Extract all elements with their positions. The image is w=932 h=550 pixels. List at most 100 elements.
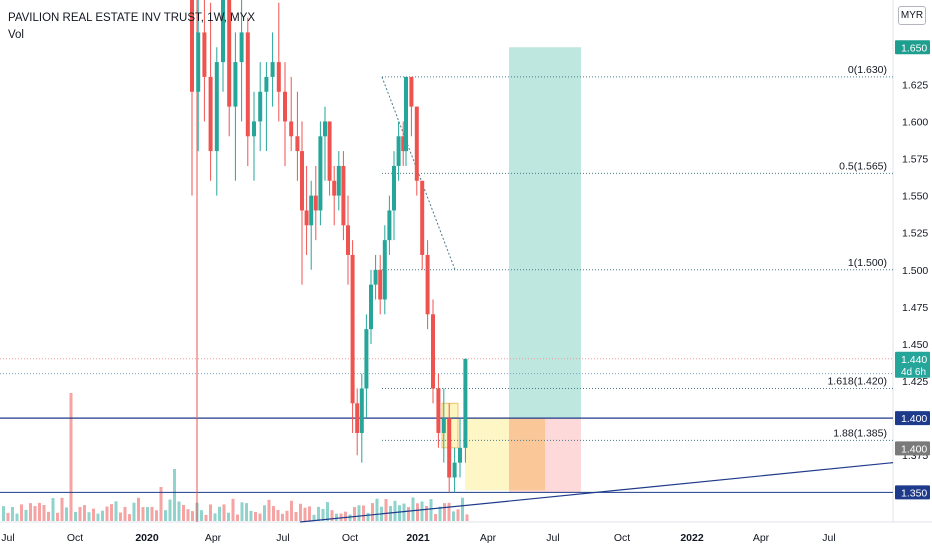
volume-bar (78, 506, 82, 521)
candle-body (289, 121, 294, 137)
candle-body (313, 195, 318, 211)
candle-body (387, 210, 392, 241)
volume-bar (146, 507, 149, 521)
volume-bar (20, 504, 23, 521)
x-axis-tick: Oct (614, 532, 630, 544)
volume-bar (38, 502, 41, 521)
volume-bar (339, 513, 343, 521)
currency-selector[interactable]: MYR (898, 6, 926, 25)
volume-bar (177, 501, 181, 521)
volume-bar (258, 513, 262, 521)
candle-body (414, 106, 419, 181)
volume-bar (384, 499, 388, 521)
volume-bar (47, 511, 50, 521)
countdown-label: 4d 6h (901, 367, 926, 378)
volume-bar (249, 510, 253, 521)
price-tag-label: 1.350 (901, 487, 927, 499)
candle-body (425, 254, 430, 315)
volume-bar (65, 507, 68, 521)
volume-bar (353, 507, 356, 521)
x-axis-tick: Jul (822, 532, 835, 544)
x-axis-tick: 2021 (406, 532, 430, 544)
volume-bar (281, 513, 284, 521)
x-axis-tick: Apr (205, 532, 222, 544)
volume-bar (447, 502, 451, 521)
volume-bar (357, 505, 361, 521)
candle-body (190, 0, 194, 92)
candle-body (346, 225, 350, 255)
candle-body (309, 195, 314, 226)
x-axis-tick: 2022 (680, 532, 704, 544)
candle-body (441, 418, 446, 433)
candle-body (208, 76, 213, 152)
chart-title: PAVILION REAL ESTATE INV TRUST, 1W, MYX (8, 12, 255, 24)
price-tag (895, 40, 930, 55)
volume-bar (6, 512, 10, 521)
candle-body (436, 388, 441, 433)
volume-bar (213, 513, 217, 521)
candle-body (373, 269, 378, 285)
price-tag (895, 351, 930, 378)
x-axis-tick: Oct (67, 532, 83, 544)
candle-body (392, 165, 396, 211)
volume-bar (452, 511, 455, 521)
fib-level-label: 1.618(1.420) (827, 375, 887, 387)
volume-bar (15, 513, 19, 521)
y-axis-tick: 1.425 (902, 376, 928, 388)
volume-bar (119, 512, 122, 521)
volume-bar (366, 512, 370, 521)
volume-bar (200, 510, 203, 521)
candle-body (304, 210, 309, 226)
y-axis-tick: 1.450 (902, 339, 928, 351)
candle-body (409, 76, 414, 107)
candle-body (341, 165, 346, 226)
volume-bar (371, 503, 374, 521)
candle-body (396, 136, 401, 166)
candle-body (270, 62, 275, 77)
volume-bar (155, 510, 158, 521)
volume-bar (2, 506, 5, 521)
volume-bar (267, 499, 271, 521)
volume-bar (96, 513, 100, 521)
volume-bar (11, 507, 14, 521)
volume-bar (164, 510, 167, 521)
volume-bar (123, 506, 127, 521)
volume-bar (101, 510, 104, 521)
volume-bar (299, 503, 302, 521)
candle-body (332, 180, 337, 196)
volume-bar (87, 512, 91, 521)
volume-bar (294, 512, 298, 521)
volume-bar (425, 505, 428, 521)
volume-bar (29, 503, 32, 521)
candle-body (233, 62, 238, 107)
volume-bar (344, 511, 347, 521)
volume-bar (51, 498, 55, 521)
candle-body (327, 121, 332, 181)
volume-bar (218, 506, 221, 521)
volume-bar (182, 505, 185, 521)
candle-body (227, 0, 232, 107)
volume-bar (272, 506, 275, 521)
price-tag (895, 441, 930, 456)
volume-bar (276, 509, 280, 521)
volume-bar (186, 509, 190, 521)
fib-level-label: 0.5(1.565) (839, 160, 887, 172)
volume-bar (308, 506, 311, 521)
volume-bar (285, 510, 289, 521)
volume-bar (24, 509, 28, 521)
fib-level-label: 1(1.500) (848, 257, 887, 269)
volume-bar (326, 502, 329, 521)
ascending-trendline (299, 462, 894, 523)
candle-body (458, 447, 462, 463)
volume-bar (141, 507, 145, 521)
candle-body (359, 388, 364, 433)
volume-bar (461, 497, 464, 521)
candle-body (323, 121, 327, 137)
x-axis-tick: Apr (753, 532, 770, 544)
x-axis-tick: Oct (342, 532, 358, 544)
volume-bar (416, 503, 419, 521)
price-tag-label: 1.400 (901, 413, 927, 425)
candle-body (463, 358, 468, 448)
volume-bar (443, 503, 446, 521)
